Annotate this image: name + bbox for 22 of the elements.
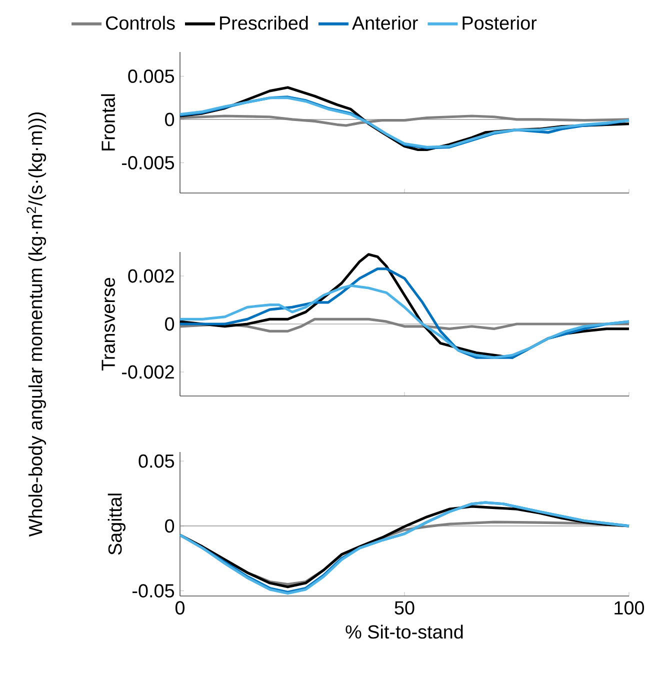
y-tick-label: -0.002 [122,365,174,379]
y-tick-label: -0.05 [132,584,174,598]
x-tick-label: 100 [614,601,644,615]
y-tick-label: 0.002 [128,269,174,283]
legend-label: Anterior [352,16,418,30]
text: Whole-body angular momentum (kg·m$^{2}$/(s·(kg·m))) [26,112,46,537]
x-tick-label: 0 [175,601,185,615]
x-tick-label: 50 [394,601,414,615]
legend-label: Controls [106,16,175,30]
x-axis-title: % Sit-to-stand [346,624,463,639]
y-tick-label: -0.005 [122,156,174,170]
legend-label: Posterior [462,16,537,30]
y-tick-label: 0 [165,317,174,331]
y-tick-label: 0.05 [138,454,174,468]
y-axis-title: Frontal [101,94,115,150]
line-series [178,284,630,359]
y-tick-label: 0.005 [128,70,174,83]
y-tick-label: 0 [165,519,174,533]
y-axis-title: Transverse [102,278,115,371]
legend-label: Prescribed [220,16,308,30]
y-tick-label: 0 [165,112,174,126]
y-axis-title: Sagittal [108,494,126,555]
